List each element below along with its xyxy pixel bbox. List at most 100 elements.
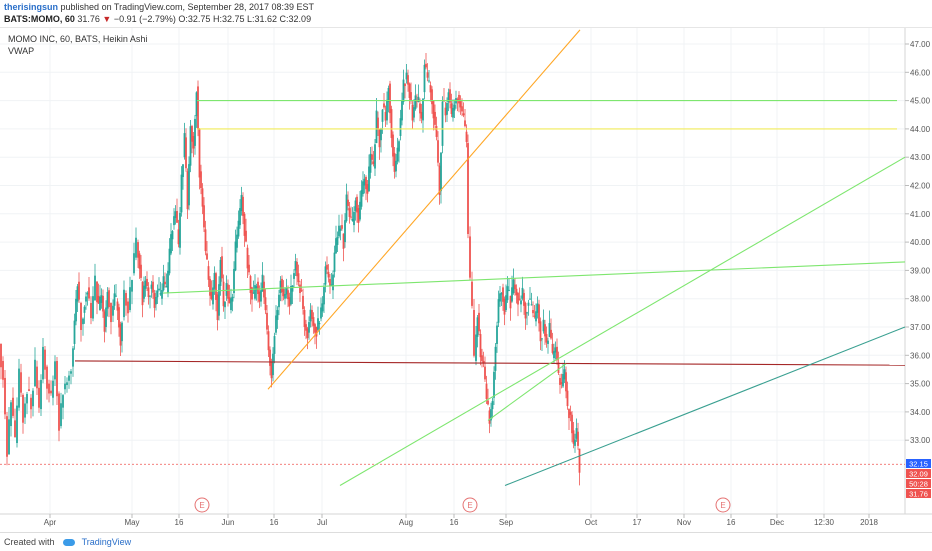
ohlc-low: L:31.62 <box>247 14 278 24</box>
candle-body <box>267 331 270 351</box>
candle-body <box>170 234 172 254</box>
candle-body <box>536 303 539 313</box>
candle-body <box>571 414 573 434</box>
trend-line-orange[interactable] <box>267 29 581 390</box>
candle-body <box>213 272 216 289</box>
candle-body <box>24 403 26 418</box>
candle-body <box>279 280 282 294</box>
candle-body <box>72 348 74 367</box>
earnings-event-marker[interactable]: E <box>462 497 478 513</box>
candle-body <box>80 302 82 330</box>
x-tick-label[interactable]: May <box>124 518 139 527</box>
study-title: MOMO INC, 60, BATS, Heikin Ashi <box>8 34 147 44</box>
candle-body <box>547 340 549 344</box>
candle-body <box>452 107 454 118</box>
candle-body <box>204 229 207 252</box>
candle-body <box>302 295 304 310</box>
candle-body <box>336 237 339 245</box>
candle-body <box>392 134 394 157</box>
candle-body <box>422 98 424 121</box>
x-tick-label[interactable]: Jul <box>317 518 327 527</box>
x-tick-label[interactable]: Sep <box>499 518 514 527</box>
trend-line-teal[interactable] <box>504 326 906 486</box>
candle-body <box>90 302 92 319</box>
candle-body <box>459 100 462 108</box>
candle-body <box>345 194 348 221</box>
candle-body <box>249 276 252 293</box>
candle-body <box>260 290 262 302</box>
x-tick-label[interactable]: 17 <box>633 518 642 527</box>
author-link[interactable]: therisingsun <box>4 2 59 12</box>
candle-body <box>401 100 403 121</box>
candle-body <box>32 390 34 407</box>
candle-body <box>309 309 312 322</box>
candle-body <box>372 161 375 165</box>
candle-body <box>541 338 543 340</box>
price-label-box <box>906 469 931 478</box>
x-tick-label[interactable]: 12:30 <box>814 518 835 527</box>
x-tick-label[interactable]: Nov <box>677 518 691 527</box>
x-tick-label[interactable]: Aug <box>399 518 413 527</box>
price-chart[interactable]: 47.00 46.00 45.00 44.00 43.00 42.00 41.00 40.00… <box>0 28 932 536</box>
candle-body <box>144 280 147 289</box>
candle-body <box>326 264 328 270</box>
candle-body <box>299 284 301 294</box>
candle-body <box>188 164 190 206</box>
time-axis-ticks[interactable]: Apr May 16 Jun 16 Jul Aug 16 Sep Oct 17 Nov 16 Dec 12:… <box>44 514 879 527</box>
candle-body <box>207 266 210 280</box>
x-tick-label[interactable]: Oct <box>585 518 598 527</box>
candle-body <box>285 287 288 295</box>
candle-body <box>34 359 36 387</box>
candle-body <box>297 273 300 283</box>
candle-body <box>515 288 518 296</box>
candle-body <box>56 360 58 397</box>
candle-body <box>131 280 133 292</box>
trend-line-green[interactable] <box>162 261 906 294</box>
candle-body <box>446 102 448 115</box>
x-tick-label[interactable]: 16 <box>270 518 279 527</box>
candle-body <box>456 99 459 101</box>
candle-body <box>141 281 144 306</box>
candle-body <box>428 80 430 82</box>
y-tick-label: 34.00 <box>910 408 931 417</box>
earnings-event-marker[interactable]: E <box>194 497 210 513</box>
publication-info: therisingsun published on TradingView.co… <box>4 2 314 13</box>
candle-body <box>215 273 217 300</box>
candle-body <box>263 281 265 298</box>
x-tick-label[interactable]: Apr <box>44 518 57 527</box>
earnings-event-marker[interactable]: E <box>715 497 731 513</box>
candle-body <box>0 343 2 368</box>
trend-line-green[interactable] <box>339 156 906 486</box>
x-tick-label[interactable]: 16 <box>450 518 459 527</box>
candle-body <box>387 87 390 103</box>
indicator-label[interactable]: VWAP <box>8 46 34 56</box>
x-tick-label[interactable]: 16 <box>727 518 736 527</box>
candle-body <box>224 301 226 308</box>
candle-body <box>509 295 512 309</box>
candle-body <box>314 324 316 333</box>
candle-body <box>434 111 436 125</box>
candle-body <box>46 366 48 389</box>
tradingview-brand[interactable]: TradingView <box>81 537 132 547</box>
candle-body <box>450 103 453 114</box>
candle-body <box>127 301 129 314</box>
price-axis[interactable] <box>905 28 932 514</box>
x-tick-label[interactable]: 16 <box>175 518 184 527</box>
trend-line-maroon[interactable] <box>74 360 906 366</box>
candle-body <box>182 164 184 178</box>
candle-body <box>68 375 70 381</box>
x-tick-label[interactable]: Dec <box>770 518 784 527</box>
candle-body <box>344 220 346 243</box>
x-tick-label[interactable]: 2018 <box>860 518 878 527</box>
candle-body <box>287 290 289 300</box>
candle-body <box>320 307 322 319</box>
candle-body <box>255 286 258 291</box>
trend-lines[interactable] <box>74 29 906 486</box>
candle-body <box>526 312 528 314</box>
candle-body <box>273 336 276 354</box>
price-label-box <box>906 479 931 488</box>
trend-line-green[interactable] <box>487 363 567 421</box>
x-tick-label[interactable]: Jun <box>222 518 235 527</box>
chart-frame[interactable]: 47.00 46.00 45.00 44.00 43.00 42.00 41.00 40.00… <box>0 27 932 536</box>
